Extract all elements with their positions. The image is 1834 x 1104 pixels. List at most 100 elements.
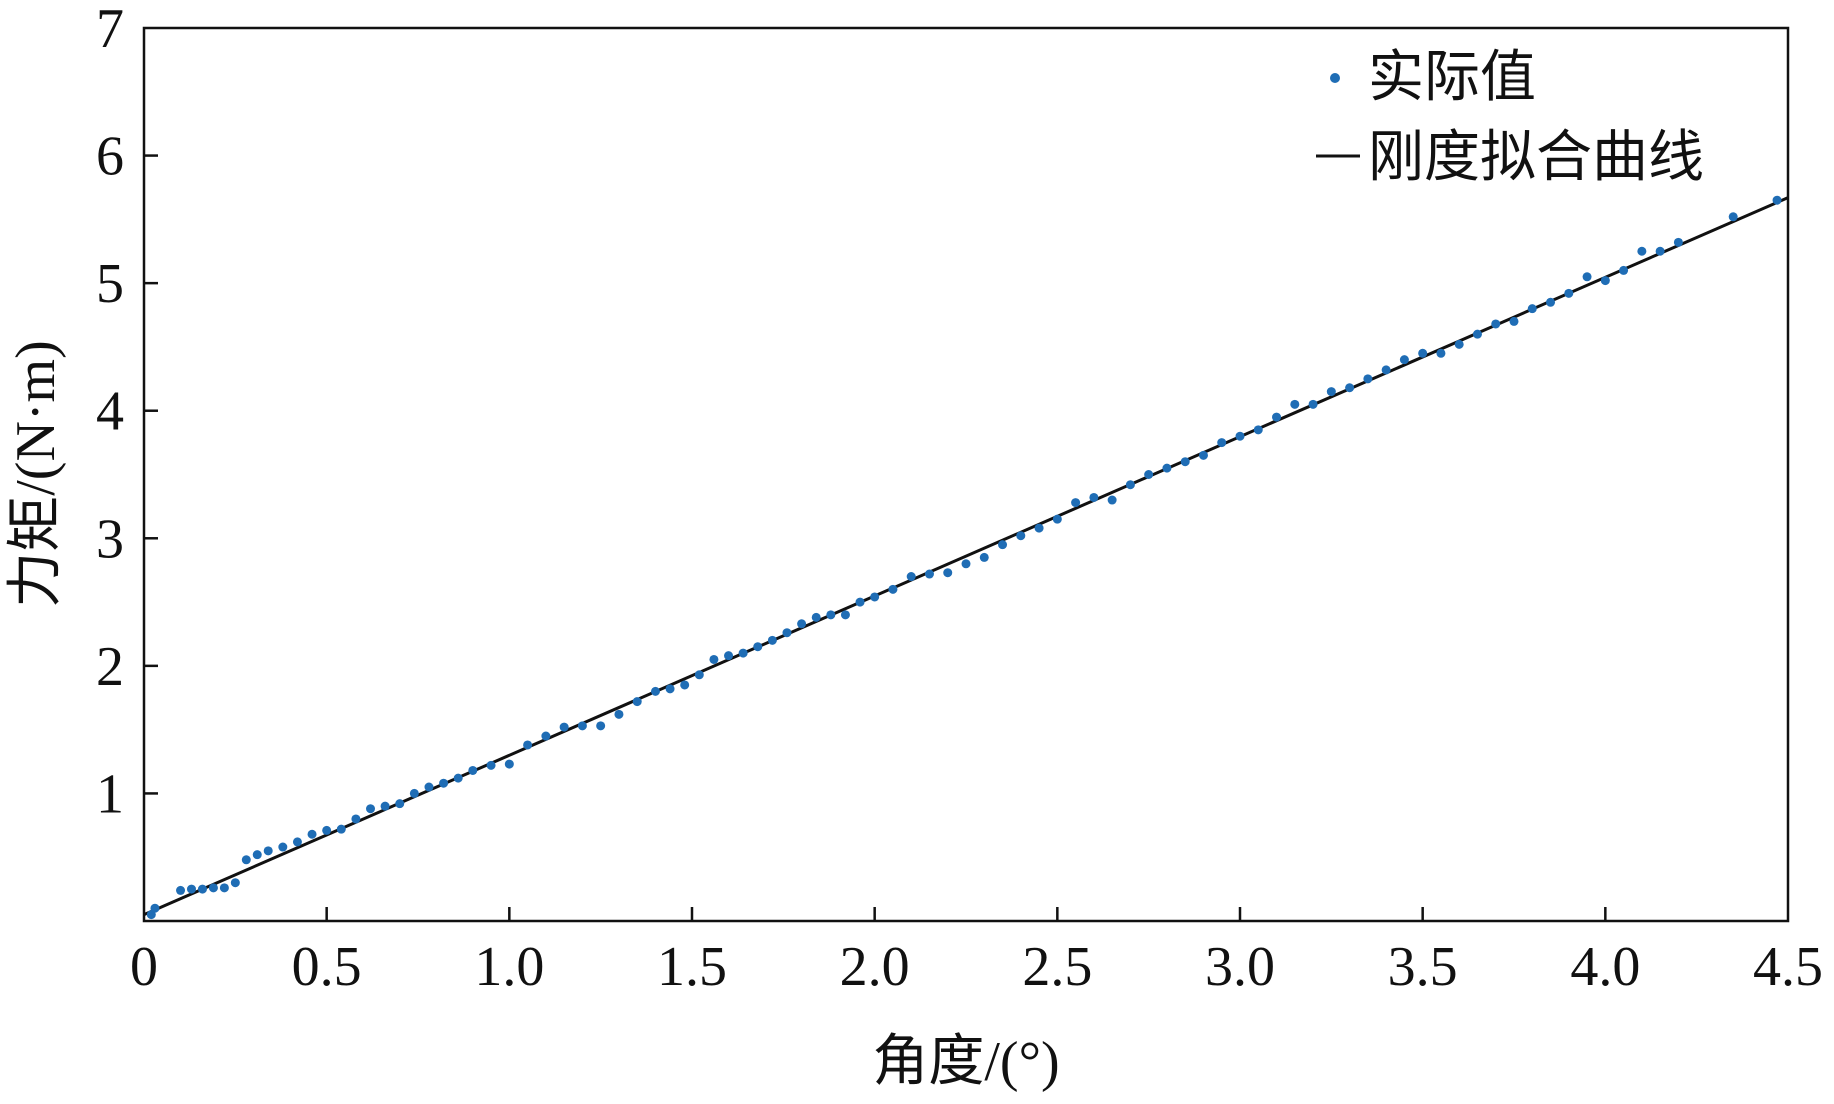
data-point: [278, 842, 288, 852]
data-point: [1253, 425, 1263, 435]
data-point: [1107, 495, 1117, 505]
data-point: [870, 592, 880, 602]
data-point: [1655, 246, 1665, 256]
legend-label-points: 实际值: [1368, 47, 1536, 109]
x-tick-label: 0.5: [292, 936, 362, 998]
data-point: [694, 670, 704, 680]
data-point: [322, 825, 332, 835]
data-point: [826, 610, 836, 620]
data-point: [1454, 339, 1464, 349]
legend-label-line: 刚度拟合曲线: [1368, 127, 1704, 189]
data-point: [409, 788, 419, 798]
data-point: [979, 552, 989, 562]
data-point: [541, 731, 551, 741]
x-axis-title: 角度/(°): [872, 1031, 1059, 1093]
data-point: [230, 878, 240, 888]
data-point: [577, 721, 587, 731]
data-point: [523, 740, 533, 750]
data-point: [424, 782, 434, 792]
data-point: [1180, 457, 1190, 467]
x-tick-label: 0: [130, 936, 158, 998]
data-point: [1772, 195, 1782, 205]
data-point: [924, 569, 934, 579]
data-point: [1472, 329, 1482, 339]
data-point: [1162, 463, 1172, 473]
y-tick-label: 1: [96, 763, 124, 825]
data-point: [1673, 237, 1683, 247]
data-point: [855, 597, 865, 607]
data-point: [366, 804, 376, 814]
data-point: [380, 801, 390, 811]
plot-frame: [142, 26, 1790, 923]
data-point: [1363, 374, 1373, 384]
data-point: [1345, 383, 1355, 393]
data-point: [767, 635, 777, 645]
data-point: [241, 855, 251, 865]
data-point: [1564, 288, 1574, 298]
x-tick-label: 3.0: [1205, 936, 1275, 998]
data-point: [453, 773, 463, 783]
data-point: [797, 619, 807, 629]
legend: 实际值 刚度拟合曲线: [1316, 47, 1704, 189]
tick-layer: 0 0.5 1.0 1.5 2.0 2.5 3.0 3.5 4.0 4.5 1 2 3 4 5 6 7: [96, 0, 1823, 998]
data-point: [738, 648, 748, 658]
x-tick-label: 3.5: [1388, 936, 1458, 998]
x-tick-label: 4.5: [1753, 936, 1823, 998]
data-point: [1600, 276, 1610, 286]
data-point: [150, 903, 160, 913]
data-point: [1272, 412, 1282, 422]
data-point: [596, 721, 606, 731]
data-point: [468, 765, 478, 775]
data-point: [724, 651, 734, 661]
data-point: [680, 680, 690, 690]
y-axis-title: 力矩/(N·m): [5, 340, 67, 608]
data-point: [197, 884, 207, 894]
data-point: [176, 885, 186, 895]
data-point: [1235, 431, 1245, 441]
data-point: [292, 837, 302, 847]
data-point: [1217, 438, 1227, 448]
data-point: [1198, 450, 1208, 460]
x-tick-label: 2.0: [840, 936, 910, 998]
data-point: [1418, 348, 1428, 358]
data-point: [1125, 480, 1135, 490]
data-point: [252, 850, 262, 860]
y-tick-label: 3: [96, 508, 124, 570]
data-point: [943, 568, 953, 578]
y-tick-label: 2: [96, 636, 124, 698]
data-point: [1527, 304, 1537, 314]
data-point: [961, 559, 971, 569]
legend-marker-points: [1330, 73, 1340, 83]
data-point: [811, 612, 821, 622]
data-point: [1509, 316, 1519, 326]
x-tick-label: 1.0: [474, 936, 544, 998]
data-point: [1491, 319, 1501, 329]
data-point: [1290, 399, 1300, 409]
data-point: [1436, 348, 1446, 358]
data-point: [1034, 523, 1044, 533]
data-point: [219, 883, 229, 893]
data-point: [1399, 355, 1409, 365]
data-point: [840, 610, 850, 620]
data-point: [208, 883, 218, 893]
data-point: [1619, 265, 1629, 275]
data-point: [650, 686, 660, 696]
data-point: [336, 824, 346, 834]
data-point: [307, 829, 317, 839]
data-point: [1326, 387, 1336, 397]
data-point: [665, 684, 675, 694]
x-tick-label: 4.0: [1570, 936, 1640, 998]
data-point: [1546, 297, 1556, 307]
data-point: [782, 628, 792, 638]
fit-line: [143, 196, 1789, 916]
y-tick-label: 7: [96, 0, 124, 60]
data-point: [439, 778, 449, 788]
data-point: [753, 642, 763, 652]
data-point: [1308, 399, 1318, 409]
data-point: [395, 799, 405, 809]
data-point: [888, 584, 898, 594]
data-point: [1089, 492, 1099, 502]
y-tick-label: 4: [96, 381, 124, 443]
data-point: [1637, 246, 1647, 256]
